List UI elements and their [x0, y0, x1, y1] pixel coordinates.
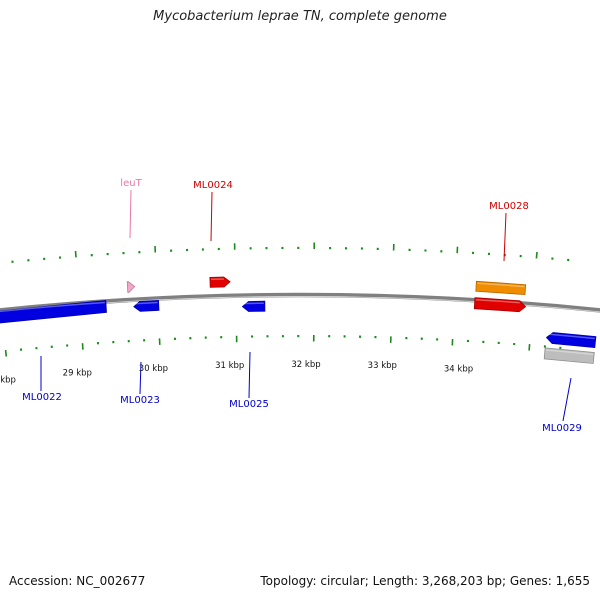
scale-label: 34 kbp [444, 364, 473, 374]
scale-label: 33 kbp [368, 361, 397, 371]
gene-arrow-ml0028-orange-sheen [477, 282, 525, 288]
gene-arrow-ml0025 [241, 300, 266, 312]
genome-backbone [0, 292, 600, 313]
gene-arrow-ml0028-sheen [475, 299, 520, 304]
scale-label: 29 kbp [63, 369, 92, 379]
feature-ml0024: ML0024 [193, 180, 233, 288]
scale-label: 31 kbp [215, 361, 244, 371]
inner-major-tick [4, 349, 8, 357]
inner-major-tick [528, 344, 531, 351]
gene-arrow-ml0029-sheen [547, 333, 595, 340]
label-leader-leut [129, 189, 132, 239]
feature-ml0028: ML0028 [473, 201, 529, 313]
feature-ml0022: ML0022 [0, 299, 107, 403]
outer-major-tick [535, 251, 538, 259]
backbone-highlight [0, 296, 600, 313]
feature-ml0029: ML0029 [542, 332, 597, 434]
gene-arrow-ml0029 [545, 332, 597, 349]
accession-label: Accession: NC_002677 [9, 574, 146, 588]
outer-major-tick [74, 250, 77, 258]
gene-arrow-ml0028 [473, 297, 527, 313]
gene-arrow-ml0024 [209, 276, 231, 288]
outer-tick-ring [11, 242, 570, 263]
gene-label-ml0025: ML0025 [229, 399, 269, 410]
feature-leut: leuT [120, 178, 143, 293]
gene-label-ml0023: ML0023 [120, 395, 160, 406]
label-leader-ml0029 [562, 377, 572, 422]
gene-arrow-ml0028-orange [475, 280, 527, 296]
scale-label: 32 kbp [291, 360, 320, 370]
genome-summary-label: Topology: circular; Length: 3,268,203 bp… [260, 574, 590, 588]
label-leader-ml0025 [248, 351, 251, 399]
gene-label-ml0022: ML0022 [22, 392, 62, 403]
label-leader-ml0028 [503, 212, 507, 262]
scale-label: 28 kbp [0, 376, 16, 386]
scale-labels: 28 kbp 29 kbp 30 kbp 31 kbp 32 kbp 33 kbp 34 k… [0, 360, 473, 386]
gene-arrow-ml0029-gray [543, 347, 595, 364]
backbone-arc [0, 292, 600, 313]
feature-ml0023: ML0023 [120, 299, 160, 406]
scale-label: 30 kbp [139, 364, 168, 374]
feature-layer: ML0022 ML0023 leuT ML0024 ML0025 ML0028 ML0029 [0, 178, 597, 434]
gene-arrow-ml0022 [0, 299, 107, 324]
gene-arrow-ml0023 [133, 299, 160, 312]
gene-arrow-ml0022-sheen [0, 301, 105, 313]
gene-label-ml0029: ML0029 [542, 423, 582, 434]
gene-arrow-ml0023-sheen [134, 301, 158, 305]
gene-arrow-leut [126, 281, 136, 293]
gene-arrow-ml0029-gray-sheen [545, 349, 594, 356]
label-leader-ml0023 [139, 361, 142, 395]
gene-label-ml0024: ML0024 [193, 180, 233, 191]
gene-label-ml0028: ML0028 [489, 201, 529, 212]
inner-tick-ring [4, 334, 562, 357]
feature-ml0025: ML0025 [229, 300, 269, 410]
label-leader-ml0024 [210, 191, 213, 242]
gene-label-leut: leuT [120, 178, 142, 189]
map-title: Mycobacterium leprae TN, complete genome [153, 9, 447, 24]
